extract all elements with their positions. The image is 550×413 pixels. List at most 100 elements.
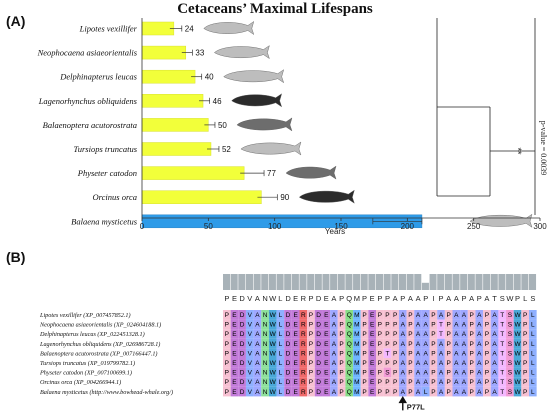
whale-icon xyxy=(223,69,285,84)
conservation-bar xyxy=(513,274,521,290)
residue-cell xyxy=(284,377,292,387)
residue-cell xyxy=(322,338,331,349)
residue-letter: A xyxy=(462,331,467,338)
value-label: 40 xyxy=(205,73,214,82)
consensus-residue: P xyxy=(385,294,390,303)
residue-letter: D xyxy=(316,360,321,367)
residue-cell xyxy=(391,338,399,349)
residue-cell xyxy=(452,367,461,378)
residue-cell xyxy=(345,348,354,358)
residue-cell xyxy=(383,358,392,368)
residue-letter: T xyxy=(500,341,504,348)
residue-cell xyxy=(230,377,239,387)
residue-letter: P xyxy=(447,322,451,329)
residue-cell xyxy=(261,348,269,358)
residue-cell xyxy=(460,310,468,320)
residue-letter: A xyxy=(462,360,467,367)
residue-letter: A xyxy=(255,350,260,357)
residue-cell xyxy=(268,329,277,339)
residue-letter: P xyxy=(469,322,473,329)
residue-cell xyxy=(253,310,262,320)
residue-cell xyxy=(452,377,461,387)
residue-cell xyxy=(391,367,399,378)
residue-cell xyxy=(383,386,392,397)
residue-letter: S xyxy=(508,331,513,338)
residue-cell xyxy=(398,329,407,339)
residue-cell xyxy=(490,358,499,368)
conservation-track xyxy=(223,274,537,290)
residue-cell xyxy=(521,319,529,330)
residue-letter: L xyxy=(531,350,535,357)
residue-letter: A xyxy=(462,389,467,396)
residue-cell xyxy=(391,348,399,358)
residue-cell xyxy=(368,358,376,368)
conservation-bar xyxy=(398,274,406,290)
residue-cell xyxy=(268,319,277,330)
residue-letter: E xyxy=(232,370,237,377)
residue-letter: A xyxy=(439,312,444,319)
conservation-bar xyxy=(406,274,414,290)
consensus-residue: N xyxy=(262,294,267,303)
residue-cell xyxy=(475,358,484,368)
residue-cell xyxy=(521,386,529,397)
residue-cell xyxy=(245,377,254,387)
conservation-bar xyxy=(475,274,483,290)
residue-letter: R xyxy=(301,322,306,329)
residue-letter: A xyxy=(492,341,497,348)
residue-letter: D xyxy=(286,322,291,329)
residue-letter: A xyxy=(255,370,260,377)
residue-letter: A xyxy=(454,331,459,338)
residue-letter: E xyxy=(294,350,299,357)
residue-letter: P xyxy=(431,379,435,386)
residue-cell xyxy=(406,310,415,320)
residue-letter: D xyxy=(286,360,291,367)
residue-letter: P xyxy=(523,370,527,377)
residue-cell xyxy=(467,386,476,397)
residue-letter: E xyxy=(232,350,237,357)
residue-cell xyxy=(345,367,354,378)
residue-letter: P xyxy=(408,312,412,319)
value-label: 50 xyxy=(218,121,227,130)
residue-cell xyxy=(230,348,239,358)
consensus-residue: P xyxy=(400,294,405,303)
residue-cell xyxy=(238,319,246,330)
residue-cell xyxy=(268,377,277,387)
residue-cell xyxy=(353,358,361,368)
residue-letter: E xyxy=(294,322,299,329)
residue-letter: S xyxy=(508,322,513,329)
residue-cell xyxy=(421,367,430,378)
residue-cell xyxy=(498,377,507,387)
residue-letter: P xyxy=(393,322,397,329)
residue-cell xyxy=(360,367,369,378)
consensus-residue: A xyxy=(446,294,451,303)
residue-cell xyxy=(276,358,285,368)
conservation-bar xyxy=(467,274,475,290)
residue-cell xyxy=(406,386,415,397)
residue-cell xyxy=(307,348,315,358)
residue-letter: P xyxy=(485,322,489,329)
residue-letter: T xyxy=(500,312,504,319)
bar xyxy=(141,166,245,180)
residue-cell xyxy=(414,377,422,387)
residue-cell xyxy=(391,377,399,387)
consensus-residue: A xyxy=(408,294,413,303)
residue-letter: W xyxy=(270,370,277,377)
residue-letter: D xyxy=(240,322,245,329)
residue-letter: L xyxy=(279,370,283,377)
residue-cell xyxy=(406,367,415,378)
residue-cell xyxy=(376,386,384,397)
residue-cell xyxy=(314,348,323,358)
residue-letter: A xyxy=(492,389,497,396)
residue-cell xyxy=(314,386,323,397)
residue-cell xyxy=(391,319,399,330)
residue-cell xyxy=(421,310,430,320)
residue-cell xyxy=(506,367,514,378)
residue-cell xyxy=(261,358,269,368)
residue-cell xyxy=(398,348,407,358)
residue-letter: A xyxy=(255,322,260,329)
residue-letter: Q xyxy=(347,370,352,377)
residue-cell xyxy=(261,367,269,378)
residue-cell xyxy=(284,329,292,339)
whale-icon xyxy=(469,213,533,228)
residue-cell xyxy=(437,377,445,387)
